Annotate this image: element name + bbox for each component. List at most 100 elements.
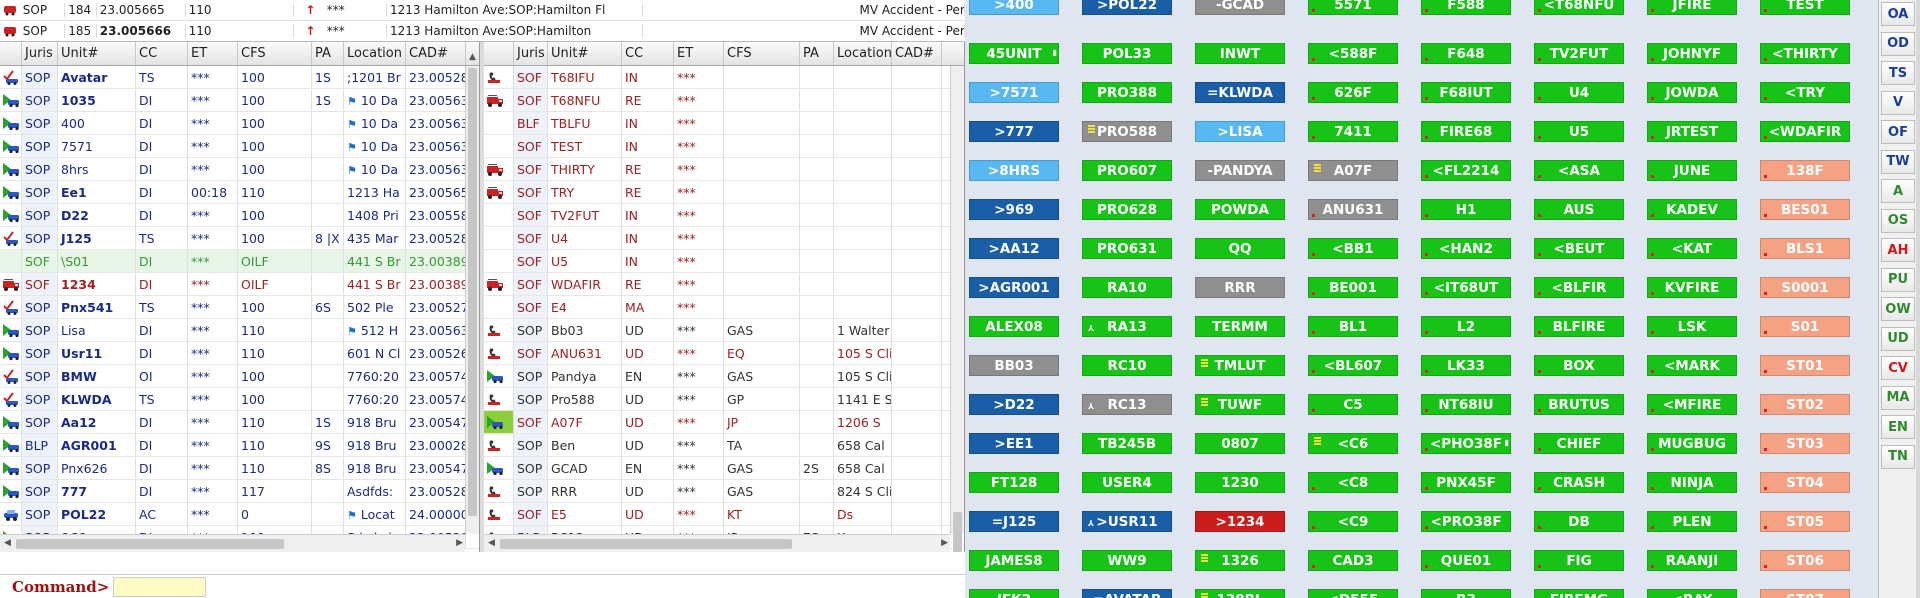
column-header-cad[interactable]: CAD#	[406, 42, 466, 65]
vertical-scrollbar[interactable]	[950, 66, 964, 552]
unit-button[interactable]: =KLWDA	[1195, 82, 1285, 103]
unit-button[interactable]: TEST	[1760, 0, 1850, 15]
unit-button[interactable]: <MFIRE	[1647, 394, 1737, 415]
unit-button[interactable]: CAD3	[1308, 550, 1398, 571]
unit-button[interactable]: -PANDYA	[1195, 160, 1285, 181]
vertical-scrollbar[interactable]: ▲	[465, 52, 479, 534]
unit-button[interactable]: NT68IU	[1421, 394, 1511, 415]
unit-row[interactable]: SOP 7571 DI *** 100 ⚑ 10 Da 23.00563	[0, 135, 479, 158]
unit-row[interactable]: SOP 400 DI *** 100 ⚑ 10 Da 23.00563	[0, 112, 479, 135]
unit-row[interactable]: SOP Lisa DI *** 110 ⚑ 512 H 23.00563	[0, 319, 479, 342]
scrollbar-thumb[interactable]	[468, 68, 477, 516]
filter-en-button[interactable]: EN	[1881, 415, 1915, 439]
filter-pu-button[interactable]: PU	[1881, 267, 1915, 292]
filter-ts-button[interactable]: TS	[1881, 61, 1915, 85]
unit-button[interactable]: RRR	[1195, 277, 1285, 298]
unit-button[interactable]: <PHO38F ▮	[1421, 433, 1511, 454]
unit-button[interactable]: <BLFIR	[1534, 277, 1624, 298]
unit-button[interactable]: PRO607	[1082, 160, 1172, 181]
unit-button[interactable]: MUGBUG	[1647, 433, 1737, 454]
unit-row[interactable]: SOP J125 TS *** 100 8 |X 435 Mar 23.00528	[0, 227, 479, 250]
unit-button[interactable]: <RAY	[1647, 589, 1737, 598]
unit-button[interactable]: FIG	[1534, 550, 1624, 571]
unit-button[interactable]: JAMES8	[969, 550, 1059, 571]
unit-button[interactable]: PRO388	[1082, 82, 1172, 103]
unit-button[interactable]: RAANJI	[1647, 550, 1737, 571]
unit-button[interactable]: 7411	[1308, 121, 1398, 142]
unit-button[interactable]: BRUTUS	[1534, 394, 1624, 415]
unit-button[interactable]: JFIRE	[1647, 0, 1737, 15]
unit-row[interactable]: SOF E4 MA ***	[484, 296, 964, 319]
unit-button[interactable]: PNX45F	[1421, 472, 1511, 493]
unit-button[interactable]: -GCAD	[1195, 0, 1285, 15]
unit-button[interactable]: QQ	[1195, 238, 1285, 259]
unit-row[interactable]: SOF T68NFU RE ***	[484, 89, 964, 112]
unit-button[interactable]: KVFIRE	[1647, 277, 1737, 298]
filter-ah-button[interactable]: AH	[1881, 238, 1915, 262]
unit-button[interactable]: C5	[1308, 394, 1398, 415]
unit-button[interactable]: WW9	[1082, 550, 1172, 571]
unit-button[interactable]: JRTEST	[1647, 121, 1737, 142]
unit-button[interactable]: <HAN2	[1421, 238, 1511, 259]
column-header-cfs[interactable]: CFS	[724, 42, 800, 65]
unit-button[interactable]: ST06	[1760, 550, 1850, 571]
unit-button[interactable]: ⅄ >USR11	[1082, 511, 1172, 532]
column-header-location[interactable]: Location	[344, 42, 406, 65]
filter-oa-button[interactable]: OA	[1881, 2, 1915, 26]
unit-row[interactable]: SOF TRY RE ***	[484, 181, 964, 204]
splitter[interactable]	[480, 42, 484, 552]
unit-button[interactable]: 5571	[1308, 0, 1398, 15]
unit-button[interactable]: PRO628	[1082, 199, 1172, 220]
unit-row[interactable]: SOP GCAD EN *** GAS 2S 658 Cal	[484, 457, 964, 480]
unit-row[interactable]: BLP AGR001 DI *** 110 9S 918 Bru 23.00028	[0, 434, 479, 457]
filter-a-button[interactable]: A	[1881, 179, 1915, 203]
unit-button[interactable]: <KAT	[1647, 238, 1737, 259]
unit-button[interactable]: RC10	[1082, 355, 1172, 376]
unit-button[interactable]: <T68NFU	[1534, 0, 1624, 15]
unit-button[interactable]: R3	[1421, 589, 1511, 598]
unit-button[interactable]: <WDAFIR	[1760, 121, 1850, 142]
unit-row[interactable]: SOF TEST IN ***	[484, 135, 964, 158]
unit-row[interactable]: SOF 1234 DI *** OILF 441 S Br 23.00389	[0, 273, 479, 296]
unit-button[interactable]: LK33	[1421, 355, 1511, 376]
unit-button[interactable]: ST07	[1760, 589, 1850, 598]
column-header-et[interactable]: ET	[674, 42, 724, 65]
unit-button[interactable]: TV2FUT	[1534, 43, 1624, 64]
unit-button[interactable]: <MARK	[1647, 355, 1737, 376]
unit-button[interactable]: F588	[1421, 0, 1511, 15]
unit-button[interactable]: QUE01	[1421, 550, 1511, 571]
unit-button[interactable]: >400	[969, 0, 1059, 15]
horizontal-scrollbar[interactable]: ◀ ▶	[0, 534, 465, 552]
unit-button[interactable]: KADEV	[1647, 199, 1737, 220]
unit-row[interactable]: SOP Ee1 DI 00:18 110 1213 Ha 23.00565	[0, 181, 479, 204]
unit-row[interactable]: SOF T68IFU IN ***	[484, 66, 964, 89]
column-header-unit[interactable]: Unit#	[58, 42, 136, 65]
unit-button[interactable]: TUWF	[1195, 394, 1285, 415]
filter-od-button[interactable]: OD	[1881, 31, 1915, 56]
filter-v-button[interactable]: V	[1881, 90, 1915, 115]
unit-button[interactable]: ST02	[1760, 394, 1850, 415]
scrollbar-thumb[interactable]	[16, 539, 284, 549]
unit-button[interactable]: >POL22	[1082, 0, 1172, 15]
unit-row[interactable]: SOP 8hrs DI *** 100 ⚑ 10 Da 23.00563	[0, 158, 479, 181]
unit-row[interactable]: SOP BMW OI *** 100 7760:20 23.00574	[0, 365, 479, 388]
column-header-icon[interactable]	[0, 42, 22, 65]
unit-button[interactable]: ⅄ RC13	[1082, 394, 1172, 415]
unit-button[interactable]: >777	[969, 121, 1059, 142]
scroll-right-icon[interactable]: ▶	[941, 538, 948, 548]
unit-button[interactable]: AUS	[1534, 199, 1624, 220]
unit-button[interactable]: >LISA	[1195, 121, 1285, 142]
scroll-left-icon[interactable]: ◀	[488, 538, 495, 548]
unit-row[interactable]: SOP POL22 AC *** 0 ⚑ Locat 24.00000	[0, 503, 479, 526]
scroll-right-icon[interactable]: ▶	[456, 538, 463, 548]
unit-button[interactable]: <BB1	[1308, 238, 1398, 259]
unit-button[interactable]: A07F	[1308, 160, 1398, 181]
column-header-cc[interactable]: CC	[136, 42, 188, 65]
unit-row[interactable]: SOF E5 UD *** KT Ds	[484, 503, 964, 526]
unit-button[interactable]: BB03	[969, 355, 1059, 376]
unit-button[interactable]: <IT68UT	[1421, 277, 1511, 298]
unit-button[interactable]: <C6	[1308, 433, 1398, 454]
unit-row[interactable]: SOP Aa12 DI *** 110 1S 918 Bru 23.00547	[0, 411, 479, 434]
unit-button[interactable]: 1230	[1195, 472, 1285, 493]
unit-button[interactable]: ST03	[1760, 433, 1850, 454]
